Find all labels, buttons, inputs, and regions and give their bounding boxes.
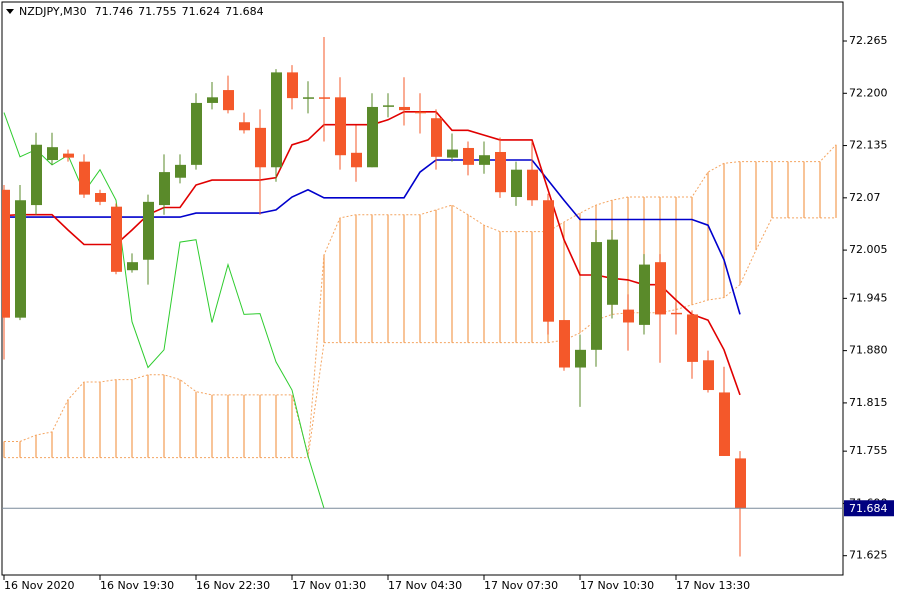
x-tick-label: 17 Nov 13:30	[676, 579, 750, 592]
close-value: 71.684	[225, 5, 264, 18]
candle-body	[319, 97, 330, 99]
price-label-box	[844, 500, 894, 517]
candle-body	[399, 106, 410, 111]
high-value: 71.755	[138, 5, 177, 18]
candle-body	[2, 189, 10, 318]
y-tick-label: 72.265	[849, 34, 888, 47]
candle-body	[31, 144, 42, 206]
y-tick-label: 71.945	[849, 291, 888, 304]
candle-body	[287, 72, 298, 99]
senkou-span-b	[4, 217, 836, 459]
candle-body	[303, 97, 314, 99]
x-tick-label: 16 Nov 22:30	[196, 579, 270, 592]
y-tick-label: 72.200	[849, 86, 888, 99]
candle-body	[63, 153, 74, 158]
candle-body	[431, 118, 442, 157]
candle-body	[223, 90, 234, 111]
candle-body	[559, 320, 570, 368]
chikou-span	[3, 112, 325, 509]
candle-body	[543, 200, 554, 322]
kijun-sen	[4, 159, 741, 315]
candle-body	[671, 312, 682, 315]
candle-body	[239, 122, 250, 131]
price-label: 71.684	[849, 502, 888, 515]
candle-body	[143, 201, 154, 260]
candle-body	[703, 360, 714, 391]
x-tick-label: 17 Nov 01:30	[292, 579, 366, 592]
candle-body	[191, 102, 202, 165]
candle-body	[655, 262, 666, 315]
candle-body	[415, 111, 426, 114]
candle-body	[479, 155, 490, 165]
open-value: 71.746	[95, 5, 134, 18]
y-tick-label: 72.005	[849, 243, 888, 256]
candle-body	[495, 151, 506, 193]
x-tick-label: 16 Nov 19:30	[100, 579, 174, 592]
candle-layer	[2, 36, 746, 557]
y-tick-label: 71.815	[849, 396, 888, 409]
candle-body	[591, 242, 602, 350]
candle-body	[623, 309, 634, 323]
candle-body	[335, 97, 346, 156]
candle-body	[527, 169, 538, 201]
x-tick-label: 17 Nov 10:30	[580, 579, 654, 592]
candle-body	[159, 172, 170, 206]
menu-triangle[interactable]	[6, 9, 14, 14]
candle-body	[383, 105, 394, 107]
candle-body	[447, 149, 458, 158]
x-tick-label: 17 Nov 07:30	[484, 579, 558, 592]
candle-body	[735, 458, 746, 509]
y-tick-label: 72.135	[849, 139, 888, 152]
symbol: NZDJPY,M30	[19, 5, 87, 18]
candle-body	[271, 72, 282, 168]
candle-body	[639, 264, 650, 325]
plot-frame	[1, 1, 844, 576]
candle-body	[607, 239, 618, 305]
candle-body	[127, 262, 138, 271]
chart-header: NZDJPY,M30 71.746 71.755 71.624 71.684	[19, 5, 264, 18]
low-value: 71.624	[182, 5, 221, 18]
candle-body	[511, 169, 522, 198]
candle-body	[687, 314, 698, 362]
candle-body	[207, 97, 218, 103]
candle-body	[47, 147, 58, 161]
candle-body	[95, 193, 106, 202]
candle-body	[255, 127, 266, 168]
y-tick-label: 72.07	[849, 191, 881, 204]
y-tick-label: 71.880	[849, 344, 888, 357]
candle-body	[463, 147, 474, 165]
y-tick-label: 71.755	[849, 444, 888, 457]
candle-body	[175, 164, 186, 178]
candle-body	[575, 349, 586, 368]
senkou-span-a	[4, 144, 837, 455]
candle-body	[719, 392, 730, 456]
candle-body	[79, 161, 90, 195]
axis-layer: 72.265 72.200 72.135 72.07 72.005 71.945 71.88…	[2, 34, 894, 592]
candle-body	[367, 106, 378, 168]
x-tick-label: 16 Nov 2020	[4, 579, 74, 592]
x-tick-label: 17 Nov 04:30	[388, 579, 462, 592]
candle-body	[111, 206, 122, 272]
y-tick-label: 71.625	[849, 549, 888, 562]
candle-body	[351, 152, 362, 168]
candle-body	[15, 200, 26, 318]
